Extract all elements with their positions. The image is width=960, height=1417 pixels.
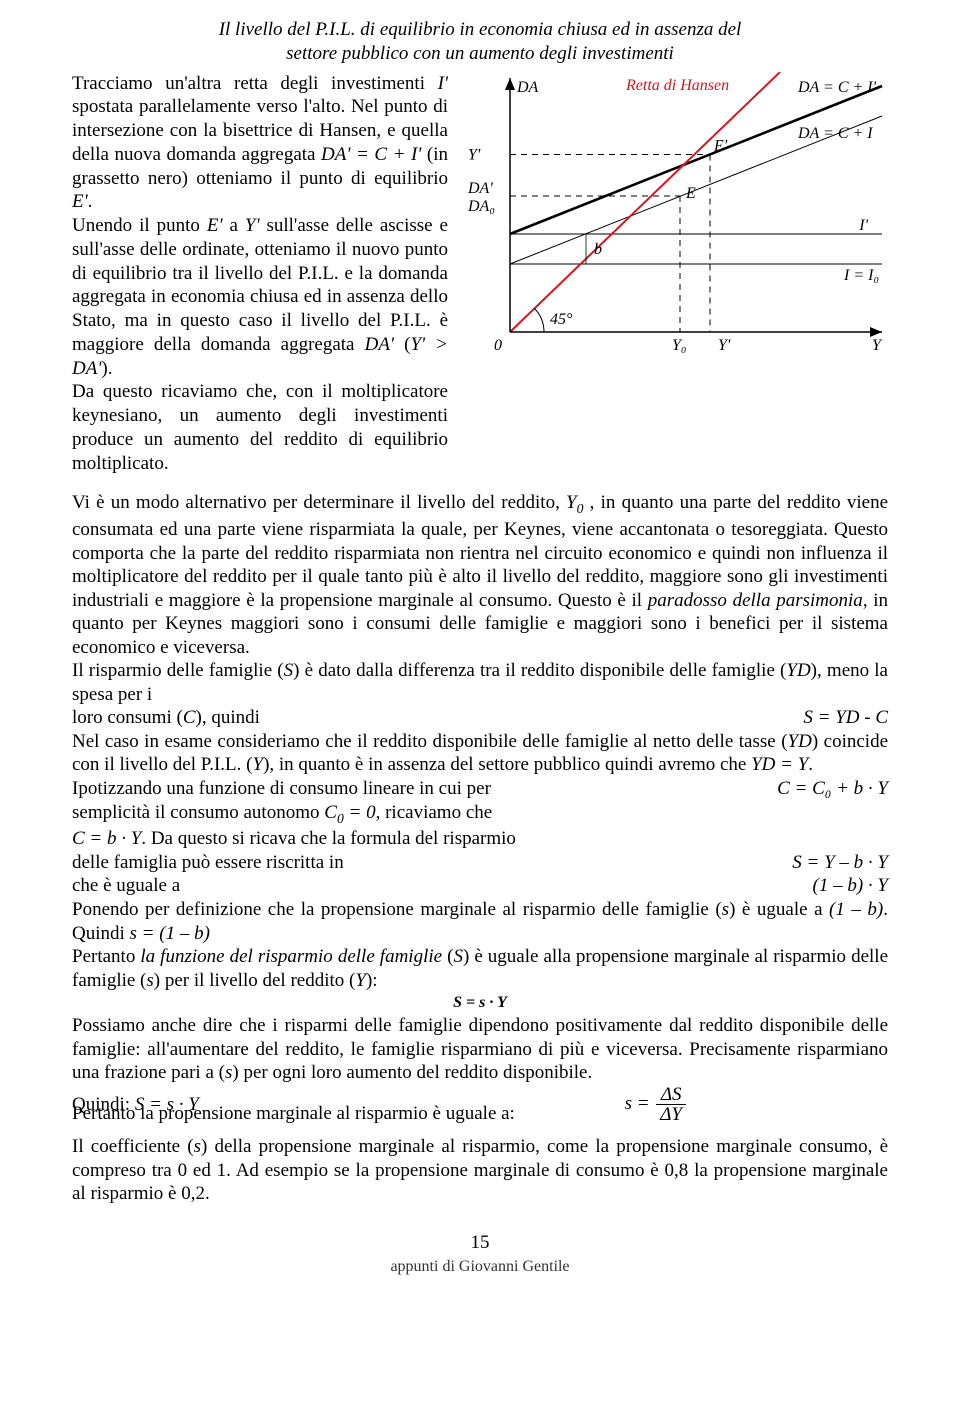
svg-text:Retta di Hansen: Retta di Hansen <box>625 77 729 94</box>
figure-title-l2: settore pubblico con un aumento degli in… <box>286 43 674 64</box>
svg-text:DA₀: DA₀ <box>467 198 495 215</box>
prop-marg-left: Pertanto la propensione marginale al ris… <box>72 1103 515 1124</box>
page-number: 15 <box>72 1232 888 1254</box>
sby-left: delle famiglia può essere riscritta in <box>72 851 344 875</box>
consumo-line3: C = b · Y. Da questo si ricava che la fo… <box>72 827 888 851</box>
body-paragraph-1: Vi è un modo alternativo per determinare… <box>72 491 888 659</box>
savings-intro-2: loro consumi (C), quindi <box>72 706 260 730</box>
figure-title: Il livello del P.I.L. di equilibrio in e… <box>72 18 888 66</box>
final-text: Il coefficiente (s) della propensione ma… <box>72 1135 888 1206</box>
equilibrium-chart: DA Y' DA'DA₀ Retta di Hansen E' Eb 45° 0 Y₀ Y' Y DA… <box>464 72 888 476</box>
left-text-block: Tracciamo un'altra retta degli investime… <box>72 72 448 476</box>
svg-text:0: 0 <box>494 337 502 354</box>
prop-text: Ponendo per definizione che la propensio… <box>72 898 888 945</box>
figure-title-l1: Il livello del P.I.L. di equilibrio in e… <box>219 19 742 40</box>
svg-text:Y: Y <box>872 337 883 354</box>
sby2-left: che è uguale a <box>72 874 180 898</box>
pertanto-text: Pertanto la funzione del risparmio delle… <box>72 945 888 992</box>
footer-attribution: appunti di Giovanni Gentile <box>72 1258 888 1276</box>
possiamo-text: Possiamo anche dire che i risparmi delle… <box>72 1014 888 1085</box>
svg-text:E: E <box>685 185 696 202</box>
svg-text:45°: 45° <box>550 311 573 328</box>
svg-text:Y': Y' <box>718 337 731 354</box>
formula-1-b-y: (1 – b) · Y <box>813 874 888 898</box>
formula-S-sY: S = s · Y <box>72 994 888 1012</box>
savings-intro-1: Il risparmio delle famiglie (S) è dato d… <box>72 659 888 706</box>
svg-text:E': E' <box>713 137 728 154</box>
svg-text:DA': DA' <box>467 180 493 197</box>
prop-marg-s: s = <box>625 1093 650 1114</box>
consumo-left: Ipotizzando una funzione di consumo line… <box>72 777 491 801</box>
formula-c-c0-by: C = C₀ + b · Y <box>777 777 888 801</box>
yd-text: Nel caso in esame consideriamo che il re… <box>72 730 888 777</box>
svg-text:b: b <box>594 241 602 258</box>
consumo-line2: semplicità il consumo autonomo C0 = 0, r… <box>72 801 888 828</box>
frac-ds-dy: ΔS ΔY <box>656 1085 686 1124</box>
svg-text:DA = C + I: DA = C + I <box>797 125 873 142</box>
svg-text:I': I' <box>858 217 868 234</box>
svg-text:I = I₀: I = I₀ <box>843 267 879 284</box>
formula-s-y-by: S = Y – b · Y <box>792 851 888 875</box>
svg-text:Y': Y' <box>468 146 481 163</box>
svg-text:Y₀: Y₀ <box>672 337 686 354</box>
svg-text:DA = C + I': DA = C + I' <box>797 79 877 96</box>
svg-text:DA: DA <box>516 79 539 96</box>
formula-s-yd-c: S = YD - C <box>803 706 888 730</box>
